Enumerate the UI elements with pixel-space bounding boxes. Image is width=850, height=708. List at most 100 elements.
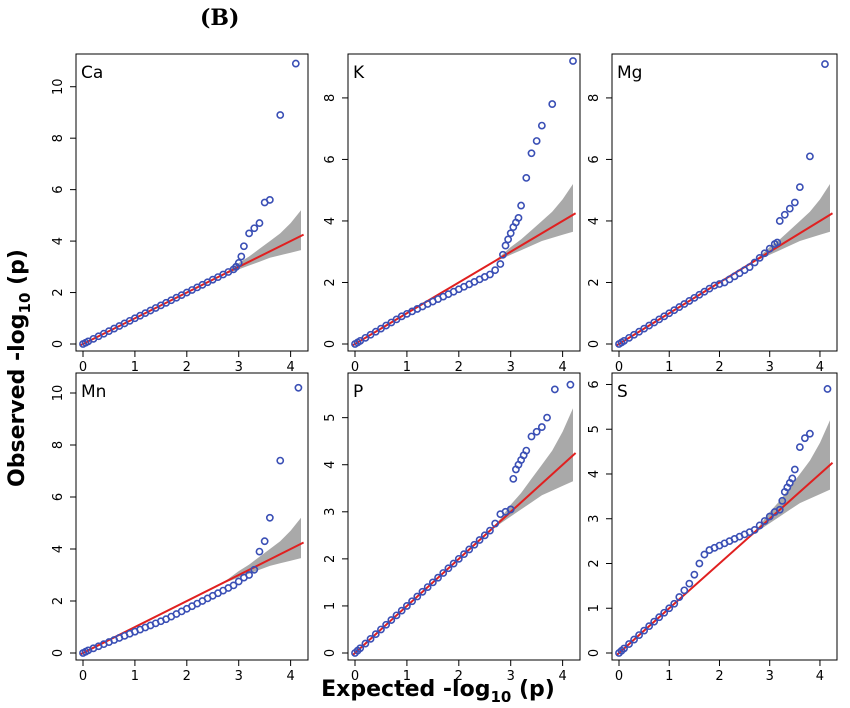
y-tick-label: 8 <box>323 94 338 102</box>
qq-panel-ca: Ca 0 1 2 3 4 0 2 4 6 8 10 <box>51 53 309 375</box>
data-point <box>527 149 536 158</box>
data-point <box>665 604 674 613</box>
data-point <box>496 260 505 268</box>
data-point <box>765 244 774 253</box>
plot-area <box>351 380 577 657</box>
data-point <box>548 100 557 108</box>
x-tick-label: 0 <box>351 669 359 684</box>
data-point <box>470 540 479 549</box>
data-point <box>635 631 643 639</box>
x-tick-label: 2 <box>715 669 723 684</box>
y-tick-label: 2 <box>587 278 602 286</box>
data-point <box>660 608 669 617</box>
data-point <box>265 196 274 204</box>
y-tick-label: 6 <box>587 155 602 163</box>
y-tick-label: 4 <box>323 217 338 225</box>
data-point <box>755 521 764 530</box>
data-point <box>403 602 411 610</box>
data-point <box>397 606 406 615</box>
y-tick-label: 8 <box>587 94 602 102</box>
y-tick-label: 2 <box>323 555 338 563</box>
data-point <box>465 545 474 554</box>
y-tick-label: 4 <box>51 545 66 553</box>
data-point <box>780 210 789 219</box>
y-tick-label: 0 <box>51 340 66 348</box>
data-point <box>532 137 541 145</box>
x-axis-title: Expected -log10 (p) <box>321 677 555 706</box>
data-point <box>392 611 401 620</box>
data-point <box>439 569 448 577</box>
x-tick-label: 3 <box>766 669 774 684</box>
data-point <box>486 526 494 535</box>
x-tick-label: 0 <box>615 360 623 375</box>
data-point <box>775 217 784 225</box>
data-point <box>821 60 829 68</box>
data-point <box>788 474 797 483</box>
y-tick-label: 3 <box>323 508 338 516</box>
data-point <box>778 496 787 505</box>
data-point <box>532 427 541 436</box>
data-point <box>444 564 453 573</box>
data-point <box>506 505 515 514</box>
data-point <box>265 513 274 522</box>
x-tick-label: 0 <box>79 360 87 375</box>
panel-title: Mg <box>617 63 642 83</box>
data-point <box>566 380 575 389</box>
data-point <box>537 121 546 130</box>
x-tick-label: 3 <box>507 669 515 684</box>
reference-line <box>615 462 834 656</box>
x-axis-title-main: Expected -log <box>321 677 490 702</box>
panel-title: S <box>617 382 628 402</box>
data-point <box>255 219 264 227</box>
x-tick-label: 3 <box>507 360 515 375</box>
x-axis-title-subscript: 10 <box>490 688 511 706</box>
y-tick-label: 4 <box>587 470 602 478</box>
data-point <box>276 456 285 465</box>
data-point <box>700 550 709 559</box>
y-tick-label: 4 <box>51 237 66 245</box>
data-point <box>250 224 259 233</box>
data-point <box>745 263 754 271</box>
y-axis-title-main: Observed -log <box>5 313 30 487</box>
x-tick-label: 4 <box>286 360 294 375</box>
plot-area <box>79 59 305 348</box>
data-point <box>460 550 468 559</box>
data-point <box>806 429 814 438</box>
x-tick-label: 0 <box>79 669 87 684</box>
data-point <box>569 57 577 65</box>
y-tick-label: 1 <box>587 604 602 612</box>
data-point <box>245 229 253 238</box>
data-point <box>234 259 243 267</box>
data-point <box>434 573 442 582</box>
data-point <box>255 547 264 556</box>
qq-panel-s: S 0 1 2 3 4 0 1 2 3 4 5 6 <box>587 372 838 684</box>
data-point <box>229 581 238 590</box>
data-point <box>790 198 799 207</box>
data-point <box>491 266 500 275</box>
data-point <box>245 571 253 579</box>
qq-panel-mn: Mn 0 1 2 3 4 0 2 4 6 8 10 <box>51 372 309 684</box>
data-point <box>680 586 689 595</box>
plot-area <box>615 385 834 657</box>
y-tick-label: 0 <box>323 649 338 657</box>
plot-area <box>79 383 305 657</box>
y-tick-label: 4 <box>323 461 338 469</box>
y-axis-title-tail: (p) <box>5 249 30 293</box>
y-tick-label: 6 <box>323 155 338 163</box>
data-point <box>234 577 243 586</box>
data-point <box>361 639 370 648</box>
data-point <box>795 183 804 192</box>
y-tick-label: 10 <box>51 78 66 95</box>
plot-area <box>351 57 577 348</box>
data-point <box>509 474 518 483</box>
data-point <box>620 644 628 653</box>
data-point <box>760 517 769 525</box>
panel-title: Ca <box>81 63 103 83</box>
data-point <box>504 235 513 244</box>
data-point <box>250 565 259 574</box>
qq-panel-mg: Mg 0 1 2 3 4 0 2 4 6 8 <box>587 53 838 375</box>
reference-line <box>351 212 577 347</box>
data-point <box>640 626 649 635</box>
x-tick-label: 1 <box>665 669 673 684</box>
